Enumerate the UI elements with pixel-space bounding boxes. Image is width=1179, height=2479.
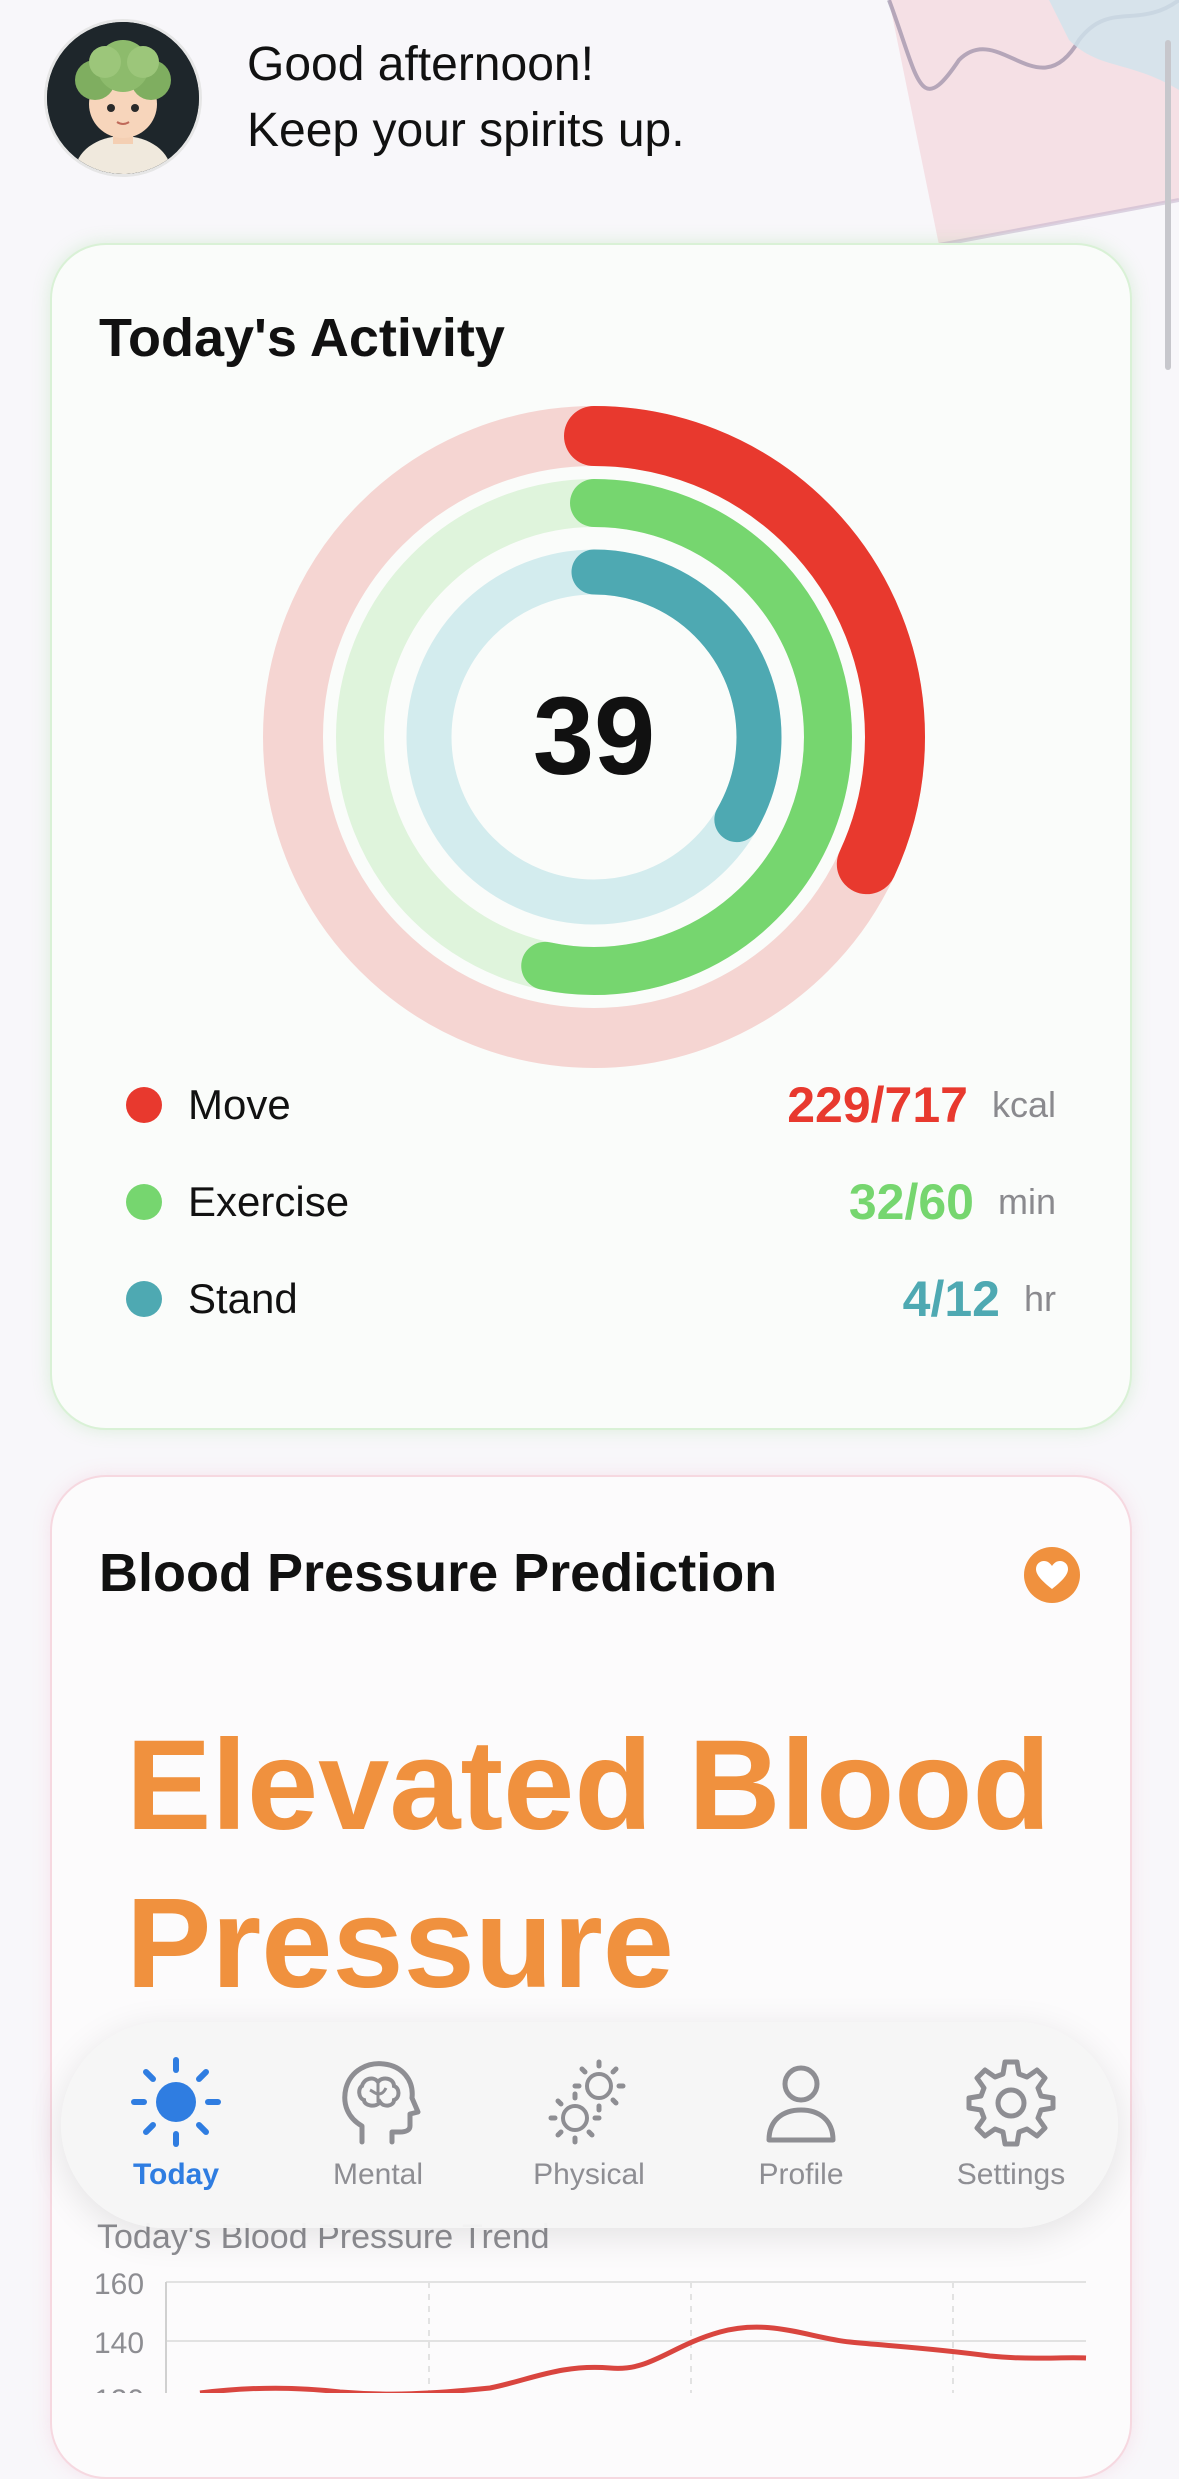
decorative-shapes bbox=[887, 0, 1179, 247]
gears-icon bbox=[548, 2059, 626, 2145]
stand-unit: hr bbox=[1023, 1278, 1056, 1319]
tab-bar: Today Mental Physical bbox=[61, 2022, 1118, 2228]
move-unit: kcal bbox=[991, 1084, 1056, 1125]
tab-physical[interactable]: Physical bbox=[499, 2022, 679, 2228]
exercise-label: Exercise bbox=[188, 1178, 350, 1225]
stand-label: Stand bbox=[188, 1275, 298, 1322]
tab-physical-label: Physical bbox=[533, 2158, 645, 2191]
exercise-ring-progress bbox=[336, 479, 852, 995]
heart-button[interactable] bbox=[1024, 1547, 1080, 1603]
stand-dot bbox=[126, 1281, 162, 1317]
activity-rings: 39 bbox=[263, 406, 925, 1068]
tab-profile[interactable]: Profile bbox=[711, 2022, 891, 2228]
stand-value: 4/12 bbox=[902, 1271, 1000, 1327]
y-tick-160: 160 bbox=[94, 2268, 144, 2301]
blood-pressure-card[interactable]: Blood Pressure Prediction Elevated Blood… bbox=[50, 1475, 1132, 2479]
activity-title: Today's Activity bbox=[99, 308, 505, 368]
blood-pressure-status: Elevated Blood Pressure bbox=[126, 1714, 1051, 2015]
greeting-header: Good afternoon! Keep your spirits up. bbox=[47, 20, 685, 175]
person-icon bbox=[766, 2065, 836, 2143]
move-label: Move bbox=[188, 1081, 291, 1128]
exercise-value: 32/60 bbox=[848, 1174, 974, 1230]
move-value: 229/717 bbox=[787, 1077, 968, 1133]
move-dot bbox=[126, 1087, 162, 1123]
greeting-text: Good afternoon! Keep your spirits up. bbox=[247, 32, 685, 164]
y-tick-120: 120 bbox=[94, 2384, 144, 2393]
tab-mental-label: Mental bbox=[332, 2158, 424, 2191]
tab-settings[interactable]: Settings bbox=[921, 2022, 1101, 2228]
greeting-line-2: Keep your spirits up. bbox=[247, 103, 685, 157]
brain-head-icon bbox=[342, 2061, 421, 2145]
stand-ring-progress bbox=[406, 549, 782, 925]
tab-settings-label: Settings bbox=[956, 2158, 1066, 2191]
blood-pressure-trend-chart: 160 140 120 bbox=[94, 2268, 1087, 2393]
tab-today-label: Today bbox=[132, 2158, 220, 2191]
exercise-unit: min bbox=[997, 1181, 1056, 1222]
heart-icon bbox=[1036, 1561, 1068, 1589]
sun-icon bbox=[131, 2057, 221, 2147]
blood-pressure-title: Blood Pressure Prediction bbox=[99, 1543, 778, 1603]
greeting-line-1: Good afternoon! bbox=[247, 37, 594, 91]
avatar-character-icon bbox=[47, 21, 199, 174]
tab-profile-label: Profile bbox=[758, 2158, 844, 2191]
avatar[interactable] bbox=[47, 21, 199, 174]
tab-today[interactable]: Today bbox=[86, 2022, 266, 2228]
activity-card[interactable]: Today's Activity 39 Move 229/717 kcal Ex… bbox=[50, 243, 1132, 1430]
legend-row-exercise: Exercise 32/60 min bbox=[126, 1172, 1056, 1232]
gear-icon bbox=[966, 2059, 1056, 2147]
move-ring-progress bbox=[263, 406, 925, 1068]
y-tick-140: 140 bbox=[94, 2327, 144, 2360]
legend-row-move: Move 229/717 kcal bbox=[126, 1075, 1056, 1135]
scrollbar[interactable] bbox=[1165, 40, 1171, 370]
activity-center-value: 39 bbox=[533, 675, 655, 798]
exercise-dot bbox=[126, 1184, 162, 1220]
tab-mental[interactable]: Mental bbox=[288, 2022, 468, 2228]
legend-row-stand: Stand 4/12 hr bbox=[126, 1269, 1056, 1329]
